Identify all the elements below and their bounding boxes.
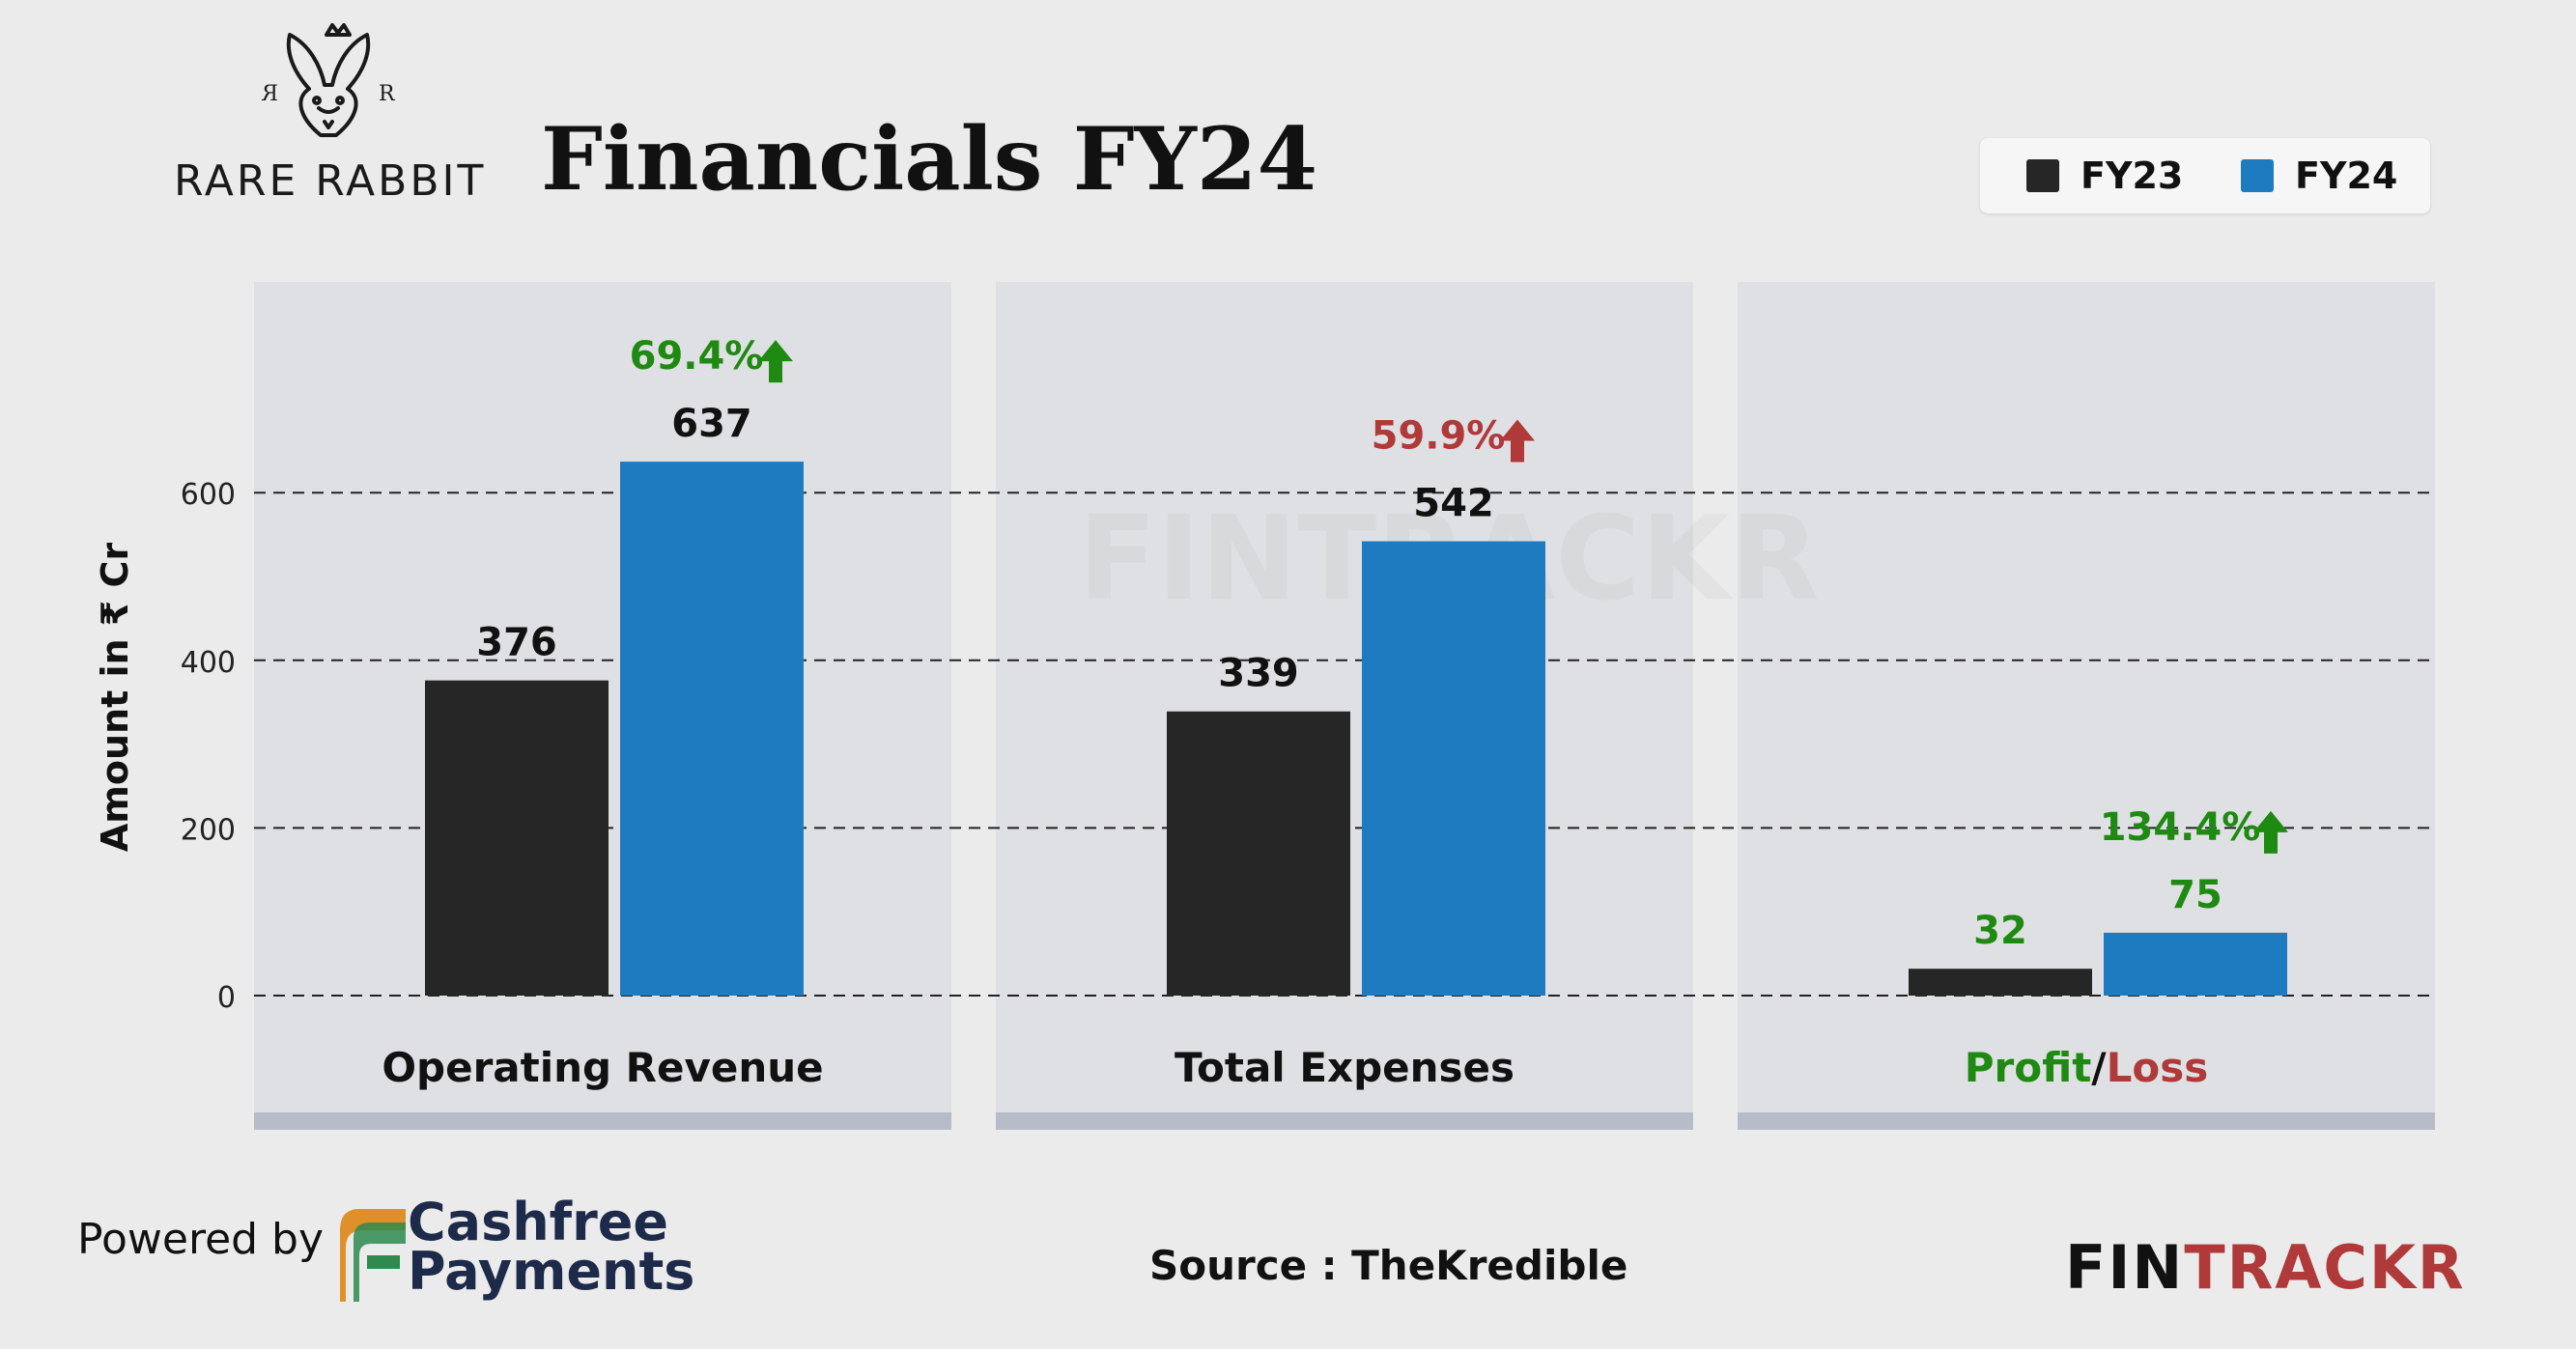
data-label: 339 (1218, 652, 1299, 696)
bar-fy23-operating-revenue (425, 680, 609, 996)
cashfree-logo-icon (340, 1209, 406, 1302)
category-label-profit-loss: Profit/Loss (1965, 1044, 2209, 1091)
bar-fy24-operating-revenue (620, 462, 804, 997)
monogram-right: R (379, 82, 396, 106)
y-tick-label: 200 (181, 813, 236, 847)
page-title: Financials FY24 (541, 108, 1318, 211)
legend-item-fy24: FY24 (2241, 138, 2397, 213)
rare-rabbit-logo: R R RARE RABBIT (164, 21, 512, 214)
cashfree-line2: Payments (408, 1241, 695, 1303)
bar-fy24-profit-loss (2104, 932, 2287, 996)
bar-fy23-profit-loss (1909, 969, 2092, 996)
legend-label-fy23: FY23 (2081, 155, 2184, 197)
y-tick-label: 600 (181, 478, 236, 512)
fintrackr-logo: FINTRACKR (2065, 1232, 2466, 1303)
growth-label: 69.4% (630, 334, 764, 379)
bar-fy23-total-expenses (1167, 711, 1350, 996)
y-axis-label: Amount in ₹ Cr (94, 543, 136, 852)
legend-swatch-fy23 (2026, 159, 2059, 192)
fintrackr-part-b: TRACKR (2184, 1232, 2466, 1303)
arrow-up-icon (1500, 419, 1535, 463)
monogram-left: R (261, 82, 278, 106)
legend-label-fy24: FY24 (2295, 155, 2398, 197)
data-label: 75 (2168, 873, 2222, 917)
brand-name: RARE RABBIT (174, 156, 487, 206)
panel-underline-profit-loss (1738, 1112, 2435, 1130)
bar-fy24-total-expenses (1362, 541, 1545, 996)
growth-label: 59.9% (1372, 414, 1506, 459)
fintrackr-part-a: FIN (2065, 1232, 2185, 1303)
y-tick-label: 0 (217, 981, 236, 1015)
data-label: 32 (1973, 909, 2027, 953)
category-label-total-expenses: Total Expenses (1175, 1044, 1514, 1091)
rabbit-icon: R R (261, 23, 396, 137)
chart-legend: FY23 FY24 (1980, 138, 2430, 213)
powered-by-text: Powered by (77, 1215, 325, 1264)
data-label: 542 (1413, 482, 1494, 526)
arrow-up-icon (2253, 810, 2288, 854)
panel-underline-total-expenses (996, 1112, 1693, 1130)
y-tick-label: 400 (181, 646, 236, 680)
legend-swatch-fy24 (2241, 159, 2274, 192)
panel-underline-operating-revenue (254, 1112, 951, 1130)
data-label: 637 (671, 402, 752, 446)
legend-item-fy23: FY23 (2026, 138, 2183, 213)
cashfree-line1: Cashfree (408, 1192, 669, 1252)
data-label: 376 (476, 621, 557, 665)
source-text: Source : TheKredible (1149, 1242, 1628, 1289)
category-label-operating-revenue: Operating Revenue (382, 1044, 823, 1091)
cashfree-wordmark: Cashfree Payments (408, 1192, 695, 1303)
growth-label: 134.4% (2100, 805, 2261, 850)
arrow-up-icon (758, 340, 793, 383)
